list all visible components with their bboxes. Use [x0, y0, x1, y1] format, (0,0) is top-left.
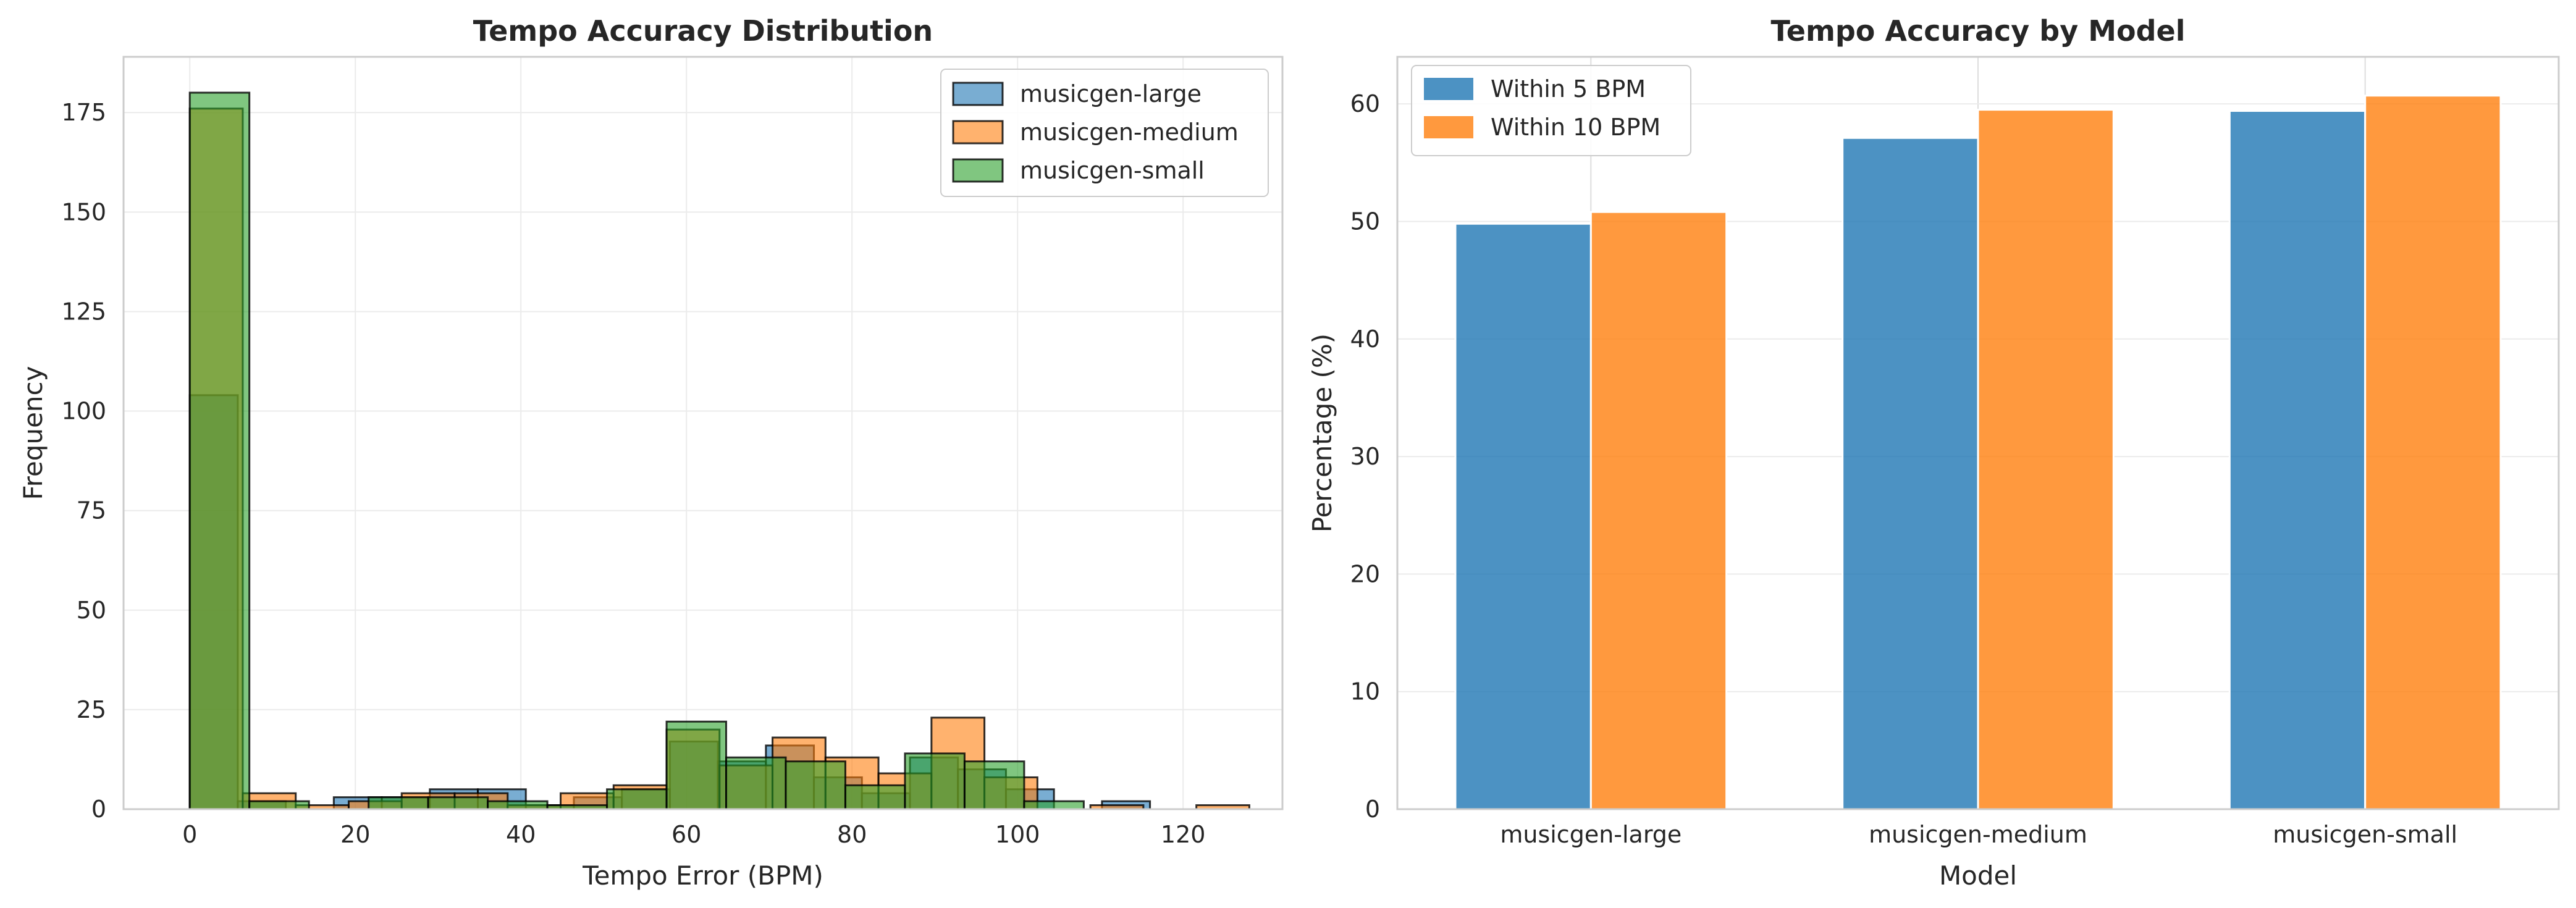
histogram-bar-musicgen-small — [188, 91, 251, 810]
histogram-bar-musicgen-small — [248, 800, 310, 810]
y-tick-label: 30 — [1350, 443, 1380, 470]
y-tick-label: 125 — [61, 298, 106, 325]
x-tick-label: 80 — [837, 821, 867, 848]
bar-within-5-bpm — [2228, 110, 2367, 810]
histogram-panel: Tempo Accuracy Distribution 0 20 40 60 80 100… — [18, 14, 1284, 891]
histogram-xlabel: Tempo Error (BPM) — [582, 860, 823, 891]
y-tick-label: 75 — [77, 497, 106, 524]
bar-panel: Tempo Accuracy by Model musicgen-large mu… — [1307, 14, 2560, 891]
legend-swatch — [952, 82, 1004, 106]
legend-swatch — [1424, 78, 1473, 100]
y-tick-label: 50 — [1350, 208, 1380, 235]
y-tick-label: 0 — [1365, 796, 1380, 823]
legend-label: Within 5 BPM — [1491, 75, 1646, 103]
histogram-bar-musicgen-small — [606, 788, 668, 810]
histogram-bars — [188, 91, 1250, 810]
legend-label: Within 10 BPM — [1491, 114, 1661, 141]
y-tick-label: 50 — [77, 597, 106, 624]
y-tick-label: 175 — [61, 99, 106, 126]
bar-xlabel: Model — [1939, 860, 2017, 891]
x-tick-label: musicgen-small — [2273, 821, 2457, 848]
histogram-bar-musicgen-small — [725, 756, 787, 810]
bar-bars — [1454, 95, 2502, 810]
y-tick-label: 10 — [1350, 678, 1380, 705]
histogram-tick-labels: 0 20 40 60 80 100 120 0 25 50 75 100 125 150 175 — [61, 99, 1205, 848]
y-tick-label: 20 — [1350, 560, 1380, 587]
histogram-bar-musicgen-small — [1023, 800, 1085, 810]
histogram-legend: musicgen-large musicgen-medium musicgen-sm… — [940, 69, 1269, 197]
x-tick-label: 20 — [340, 821, 370, 848]
x-tick-label: 40 — [506, 821, 536, 848]
legend-swatch — [952, 158, 1004, 183]
legend-swatch — [1424, 116, 1473, 138]
y-tick-label: 40 — [1350, 326, 1380, 353]
histogram-bar-musicgen-small — [785, 760, 846, 810]
y-tick-label: 60 — [1350, 90, 1380, 117]
x-tick-label: 0 — [182, 821, 197, 848]
legend-box — [1411, 65, 1691, 156]
bar-frame — [1396, 56, 2560, 810]
bar-legend: Within 5 BPM Within 10 BPM — [1411, 65, 1691, 156]
legend-label: musicgen-medium — [1020, 119, 1239, 146]
x-tick-label: 100 — [995, 821, 1040, 848]
histogram-bar-musicgen-small — [487, 800, 549, 810]
histogram-ylabel: Frequency — [18, 366, 48, 500]
bar-within-5-bpm — [1454, 222, 1592, 810]
histogram-bar-musicgen-small — [368, 796, 429, 810]
x-tick-label: 120 — [1161, 821, 1206, 848]
bar-within-10-bpm — [1977, 109, 2115, 810]
legend-box — [940, 69, 1269, 197]
x-tick-label: musicgen-large — [1500, 821, 1682, 848]
bar-ylabel: Percentage (%) — [1307, 334, 1337, 532]
histogram-bar-musicgen-small — [427, 796, 489, 810]
bar-within-10-bpm — [2364, 95, 2502, 810]
y-tick-label: 25 — [77, 696, 106, 723]
histogram-title: Tempo Accuracy Distribution — [473, 14, 933, 48]
legend-swatch — [952, 120, 1004, 145]
legend-label: musicgen-small — [1020, 157, 1205, 184]
x-tick-label: musicgen-medium — [1869, 821, 2087, 848]
y-tick-label: 150 — [61, 198, 106, 225]
x-tick-label: 60 — [671, 821, 701, 848]
histogram-bar-musicgen-small — [963, 760, 1025, 810]
histogram-bar-musicgen-small — [904, 752, 966, 810]
y-tick-label: 0 — [91, 796, 106, 823]
bar-within-5-bpm — [1842, 137, 1979, 810]
histogram-frame — [122, 56, 1284, 810]
bar-within-10-bpm — [1589, 211, 1728, 810]
bar-tick-labels: musicgen-large musicgen-medium musicgen-sm… — [1350, 90, 2457, 848]
histogram-bar-musicgen-small — [665, 720, 728, 810]
y-tick-label: 100 — [61, 398, 106, 425]
bar-title: Tempo Accuracy by Model — [1770, 14, 2185, 48]
legend-label: musicgen-large — [1020, 80, 1202, 107]
histogram-bar-musicgen-small — [844, 784, 906, 810]
